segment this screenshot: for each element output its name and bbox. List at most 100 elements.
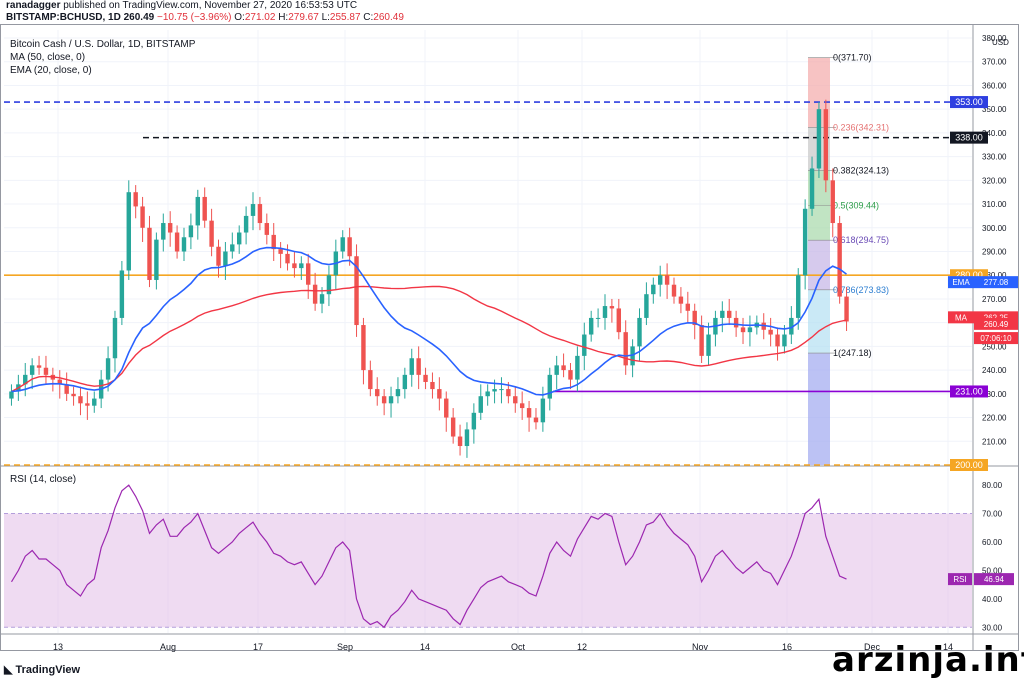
currency-label: USD bbox=[992, 38, 1009, 47]
candle-body bbox=[830, 180, 835, 224]
candle-body bbox=[29, 365, 35, 375]
candle-body bbox=[823, 109, 829, 181]
candle-body bbox=[250, 204, 256, 216]
candle-body bbox=[285, 253, 290, 264]
candle-body bbox=[216, 246, 221, 266]
candle-body bbox=[195, 196, 201, 226]
chart-header: ranadagger published on TradingView.com,… bbox=[0, 0, 1024, 24]
candle-body bbox=[188, 225, 194, 238]
candle-body bbox=[292, 263, 297, 269]
open-value: 271.02 bbox=[244, 12, 276, 23]
candle-body bbox=[506, 389, 511, 397]
candle-body bbox=[664, 275, 670, 285]
candle-body bbox=[9, 391, 14, 399]
rsi-name-tag bbox=[948, 573, 972, 586]
candle-body bbox=[57, 379, 62, 385]
candle-body bbox=[43, 367, 49, 375]
candle-body bbox=[727, 310, 732, 318]
candle-body bbox=[299, 263, 304, 269]
ohlc-line: BITSTAMP:BCHUSD, 1D 260.49 −10.75 (−3.96… bbox=[6, 12, 404, 23]
candle-body bbox=[174, 232, 180, 252]
candle-body bbox=[395, 389, 401, 397]
candle-body bbox=[126, 192, 131, 271]
candle-body bbox=[733, 317, 739, 328]
candle-body bbox=[388, 396, 394, 404]
candle-body bbox=[602, 306, 608, 318]
candle-body bbox=[747, 327, 753, 333]
indicator-name-tag bbox=[948, 311, 974, 324]
candle-body bbox=[802, 208, 808, 276]
rsi-line bbox=[10, 484, 847, 629]
time-tick-label: 14 bbox=[420, 642, 430, 652]
candle-body bbox=[92, 398, 97, 406]
candle-body bbox=[354, 256, 359, 326]
candle-body bbox=[582, 334, 587, 356]
author: ranadagger bbox=[6, 0, 61, 11]
indicator-value-tag bbox=[974, 276, 1018, 289]
rsi-tick-label: 50.00 bbox=[982, 566, 1003, 575]
time-tick-label: Nov bbox=[692, 642, 709, 652]
candle-body bbox=[685, 303, 691, 311]
candle-body bbox=[230, 244, 235, 252]
candle-body bbox=[36, 365, 42, 368]
candle-body bbox=[375, 389, 380, 397]
indicator-value-label: 260.49 bbox=[984, 320, 1009, 329]
fib-level-label: 1(247.18) bbox=[833, 348, 872, 358]
candle-body bbox=[140, 206, 145, 228]
close-label: C: bbox=[363, 12, 374, 23]
candle-body bbox=[381, 396, 387, 404]
rsi-legend: RSI (14, close) bbox=[10, 474, 77, 485]
watermark: arzinja.info bbox=[832, 640, 1024, 680]
indicator-name-label: MA bbox=[955, 313, 968, 322]
candle-body bbox=[444, 398, 449, 418]
candle-body bbox=[133, 192, 138, 207]
candle-body bbox=[430, 381, 435, 390]
candle-body bbox=[809, 168, 815, 209]
candle-body bbox=[271, 234, 276, 250]
fib-level-label: 0(371.70) bbox=[833, 53, 872, 63]
fib-level-label: 0.618(294.75) bbox=[833, 235, 889, 245]
publish-info: published on TradingView.com, November 2… bbox=[63, 0, 358, 11]
price-tick-label: 310.00 bbox=[982, 200, 1007, 209]
logo-icon: ◣ bbox=[4, 664, 16, 676]
candle-body bbox=[119, 270, 125, 318]
open-label: O: bbox=[234, 12, 245, 23]
candle-body bbox=[720, 310, 725, 318]
level-price-tag bbox=[950, 459, 988, 471]
rsi-tick-label: 40.00 bbox=[982, 595, 1003, 604]
candle-body bbox=[616, 308, 622, 333]
candle-body bbox=[644, 294, 649, 318]
fib-zone bbox=[808, 240, 830, 290]
candle-body bbox=[326, 275, 332, 295]
candle-body bbox=[402, 374, 408, 390]
candle-body bbox=[547, 374, 552, 399]
candle-body bbox=[554, 365, 559, 375]
candle-body bbox=[471, 412, 477, 430]
candle-body bbox=[209, 220, 214, 247]
candle-body bbox=[340, 237, 345, 252]
level-price-tag bbox=[950, 96, 988, 109]
candle-body bbox=[319, 294, 325, 304]
level-price-tag bbox=[950, 131, 988, 144]
candle-body bbox=[105, 358, 111, 380]
time-tick-label: 16 bbox=[782, 642, 792, 652]
candle-body bbox=[595, 317, 601, 319]
candle-body bbox=[844, 296, 849, 322]
candle-body bbox=[167, 223, 173, 233]
price-tick-label: 210.00 bbox=[982, 437, 1007, 446]
candle-body bbox=[816, 109, 822, 169]
indicator-value-tag bbox=[974, 332, 1018, 345]
tradingview-logo[interactable]: ◣ TradingView bbox=[4, 663, 80, 676]
price-tick-label: 350.00 bbox=[982, 105, 1007, 114]
price-tick-label: 290.00 bbox=[982, 248, 1007, 257]
candle-body bbox=[492, 389, 497, 392]
indicator-value-label: 07:06:10 bbox=[980, 334, 1012, 343]
rsi-tick-label: 70.00 bbox=[982, 510, 1003, 519]
indicator-value-tag bbox=[974, 317, 1018, 330]
candle-body bbox=[657, 275, 663, 285]
level-price-label: 338.00 bbox=[955, 133, 983, 143]
level-price-label: 280.00 bbox=[955, 270, 983, 280]
candle-body bbox=[609, 306, 615, 309]
level-price-label: 231.00 bbox=[955, 386, 983, 396]
